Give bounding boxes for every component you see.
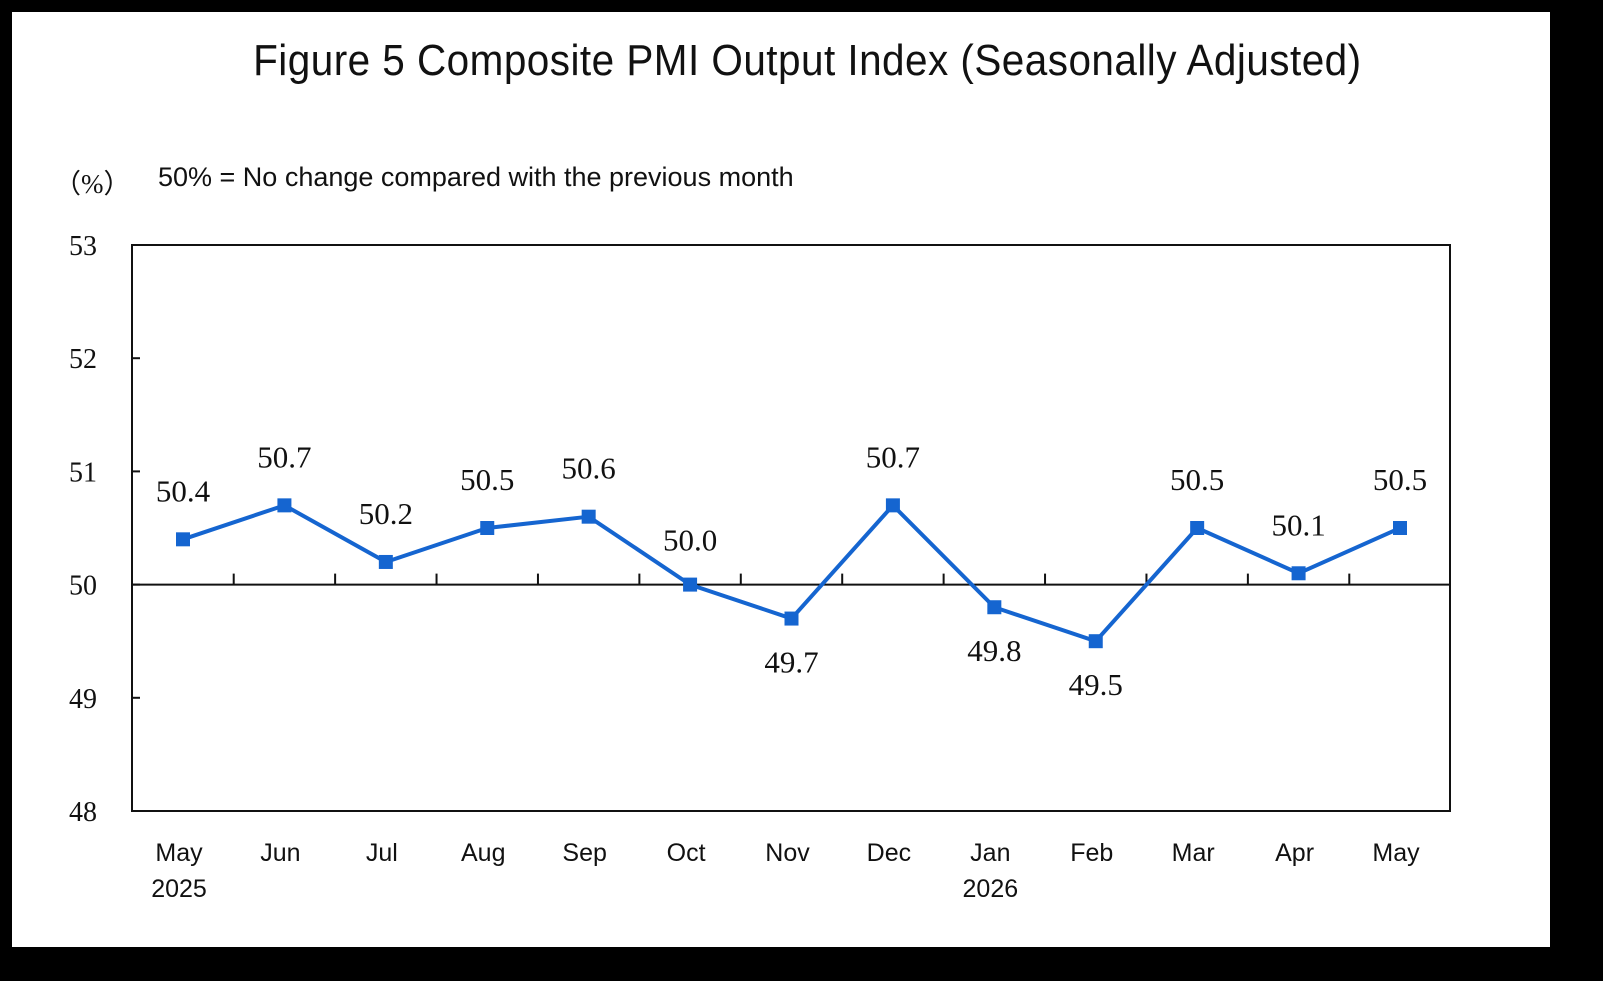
data-label: 50.6 [562,451,616,486]
data-point-marker [581,509,596,524]
data-point-marker [176,532,190,547]
y-tick-label: 53 [69,231,97,262]
chart-frame [12,12,1550,947]
plot-border [131,244,1451,812]
y-unit-label: （%） [54,169,131,199]
data-point-marker [1190,521,1205,535]
x-tick-labels: May 2025 Jun Jul Aug Sep Oct Nov Dec Jan 2026 Feb Ma… [151,839,1420,903]
data-label: 49.7 [764,645,818,680]
y-tick-label: 50 [69,571,97,602]
x-year-label: 2026 [963,875,1019,903]
data-point-marker [1393,521,1407,535]
x-tick-label: Jul [366,839,398,867]
axes-layer [131,244,1451,812]
x-tick-label: Aug [461,839,505,867]
data-labels: 50.4 50.7 50.2 50.5 50.6 50.0 49.7 50.7 49.8 49.5… [156,439,1427,702]
data-point-marker [480,521,495,535]
x-tick-label: Nov [765,839,810,867]
series-layer [176,498,1407,649]
chart-title: Figure 5 Composite PMI Output Index (Sea… [253,36,1362,85]
x-tick-label: Dec [867,839,911,867]
x-year-label: 2025 [151,875,207,903]
x-tick-label: May [155,839,203,867]
data-point-marker [683,577,698,592]
x-tick-label: Mar [1172,839,1215,867]
data-label: 50.7 [257,439,311,474]
y-tick-label: 48 [69,797,97,828]
x-tick-label: Jan [970,839,1010,867]
data-label: 50.4 [156,473,211,508]
x-tick-label: Jun [260,839,300,867]
y-tick-label: 52 [69,344,97,375]
data-label: 50.0 [663,523,717,558]
data-label: 49.5 [1069,667,1123,702]
data-label: 50.7 [866,439,920,474]
data-point-marker [277,498,292,513]
data-point-marker [1291,566,1306,581]
data-label: 49.8 [967,633,1021,668]
data-label: 50.5 [1170,462,1224,497]
data-point-marker [885,498,900,513]
data-label: 50.1 [1271,507,1325,542]
y-tick-label: 49 [69,684,97,715]
data-point-marker [378,554,393,569]
x-tick-label: Sep [562,839,606,867]
chart-note: 50% = No change compared with the previo… [158,162,794,192]
data-point-marker [784,611,799,626]
x-tick-label: Oct [667,839,706,867]
y-tick-label: 51 [69,457,97,488]
data-point-marker [987,600,1002,615]
x-tick-label: May [1372,839,1420,867]
data-label: 50.2 [359,496,413,531]
data-point-marker [1088,634,1103,649]
x-tick-label: Feb [1070,839,1113,867]
data-label: 50.5 [1373,462,1427,497]
x-tick-label: Apr [1275,839,1314,867]
data-label: 50.5 [460,462,514,497]
y-tick-labels: 48 49 50 51 52 53 [69,231,97,828]
